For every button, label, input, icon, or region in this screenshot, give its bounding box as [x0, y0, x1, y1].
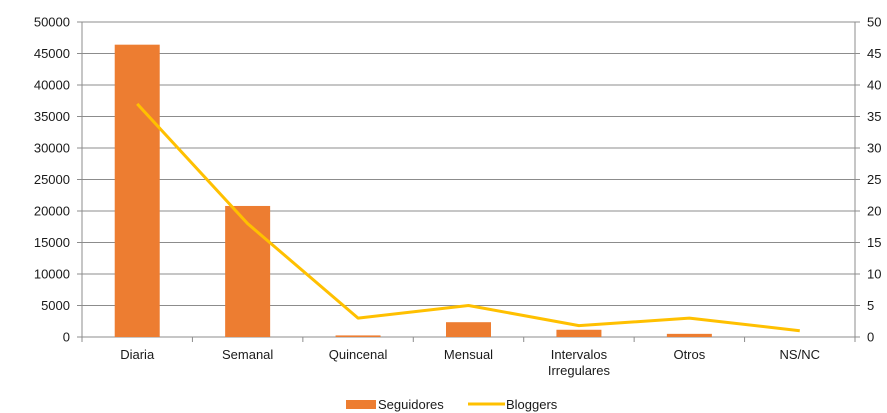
line-bloggers: [136, 102, 800, 333]
left-axis-tick-label: 5000: [41, 298, 70, 313]
right-axis-tick-label: 25: [867, 172, 881, 187]
category-label-line: Quincenal: [329, 347, 388, 362]
left-axis-tick-label: 10000: [34, 267, 70, 282]
category-label-line: Diaria: [120, 347, 155, 362]
left-axis-tick-label: 40000: [34, 78, 70, 93]
bar-seguidores: [556, 329, 602, 337]
bar-seguidores: [666, 333, 712, 337]
bar-seguidores: [225, 205, 271, 337]
category-label-line: NS/NC: [780, 347, 820, 362]
right-axis-tick-label: 10: [867, 267, 881, 282]
category-label-line: Intervalos: [551, 347, 608, 362]
category-label: Mensual: [444, 347, 493, 362]
right-axis-tick-label: 30: [867, 141, 881, 156]
category-label: Intervalos Irregulares: [548, 347, 611, 378]
category-label: NS/NC: [780, 347, 820, 362]
right-axis-tick-label: 50: [867, 15, 881, 30]
right-axis-tick-label: 0: [867, 330, 874, 345]
right-axis-tick-label: 40: [867, 78, 881, 93]
bar-seguidores: [446, 322, 491, 337]
category-label: Otros: [673, 347, 705, 362]
category-label-line: Otros: [673, 347, 705, 362]
left-axis-tick-label: 30000: [34, 141, 70, 156]
category-label: Semanal: [222, 347, 273, 362]
left-axis-tick-label: 35000: [34, 109, 70, 124]
legend-label-bloggers: Bloggers: [506, 397, 558, 412]
category-label-line: Mensual: [444, 347, 493, 362]
right-axis-tick-label: 20: [867, 204, 881, 219]
category-label: Quincenal: [329, 347, 388, 362]
bar-seguidores: [114, 44, 160, 338]
bar-seguidores: [335, 335, 381, 337]
category-label-line: Irregulares: [548, 363, 611, 378]
left-axis-tick-label: 25000: [34, 172, 70, 187]
left-axis-tick-label: 45000: [34, 46, 70, 61]
category-label: Diaria: [120, 347, 155, 362]
legend-label-seguidores: Seguidores: [378, 397, 444, 412]
left-axis-tick-label: 0: [63, 330, 70, 345]
right-axis-tick-label: 45: [867, 46, 881, 61]
left-axis-tick-label: 50000: [34, 15, 70, 30]
right-axis-tick-label: 35: [867, 109, 881, 124]
right-axis-tick-label: 15: [867, 235, 881, 250]
left-axis-tick-label: 15000: [34, 235, 70, 250]
left-axis-tick-label: 20000: [34, 204, 70, 219]
category-label-line: Semanal: [222, 347, 273, 362]
legend-swatch-seguidores: [346, 400, 376, 409]
right-axis-tick-label: 5: [867, 298, 874, 313]
